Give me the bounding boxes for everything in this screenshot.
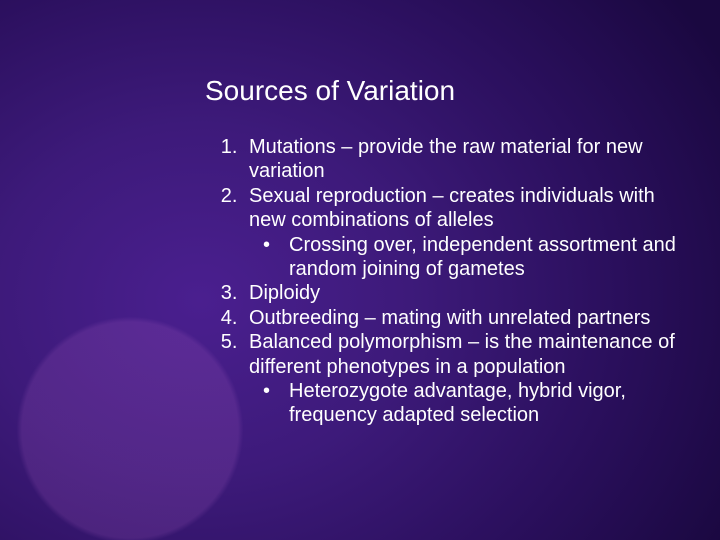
list-item: Outbreeding – mating with unrelated part… — [243, 306, 685, 330]
slide-title: Sources of Variation — [205, 75, 685, 107]
list-item-text: Outbreeding – mating with unrelated part… — [249, 307, 650, 329]
list-item: Diploidy — [243, 281, 685, 305]
list-item-text: Sexual reproduction – creates individual… — [249, 185, 655, 231]
list-item-text: Balanced polymorphism – is the maintenan… — [249, 331, 675, 377]
sub-list: Crossing over, independent assortment an… — [249, 233, 685, 282]
list-item-text: Diploidy — [249, 282, 320, 304]
sub-list-item-text: Heterozygote advantage, hybrid vigor, fr… — [289, 380, 626, 426]
sub-list-item-text: Crossing over, independent assortment an… — [289, 234, 676, 280]
list-item: Sexual reproduction – creates individual… — [243, 184, 685, 282]
sub-list-item: Heterozygote advantage, hybrid vigor, fr… — [259, 379, 685, 428]
slide: Sources of Variation Mutations – provide… — [0, 0, 720, 540]
slide-content: Sources of Variation Mutations – provide… — [205, 75, 685, 428]
list-item-text: Mutations – provide the raw material for… — [249, 136, 643, 182]
list-item: Mutations – provide the raw material for… — [243, 135, 685, 184]
list-item: Balanced polymorphism – is the maintenan… — [243, 330, 685, 428]
sub-list: Heterozygote advantage, hybrid vigor, fr… — [249, 379, 685, 428]
sub-list-item: Crossing over, independent assortment an… — [259, 233, 685, 282]
main-list: Mutations – provide the raw material for… — [205, 135, 685, 428]
